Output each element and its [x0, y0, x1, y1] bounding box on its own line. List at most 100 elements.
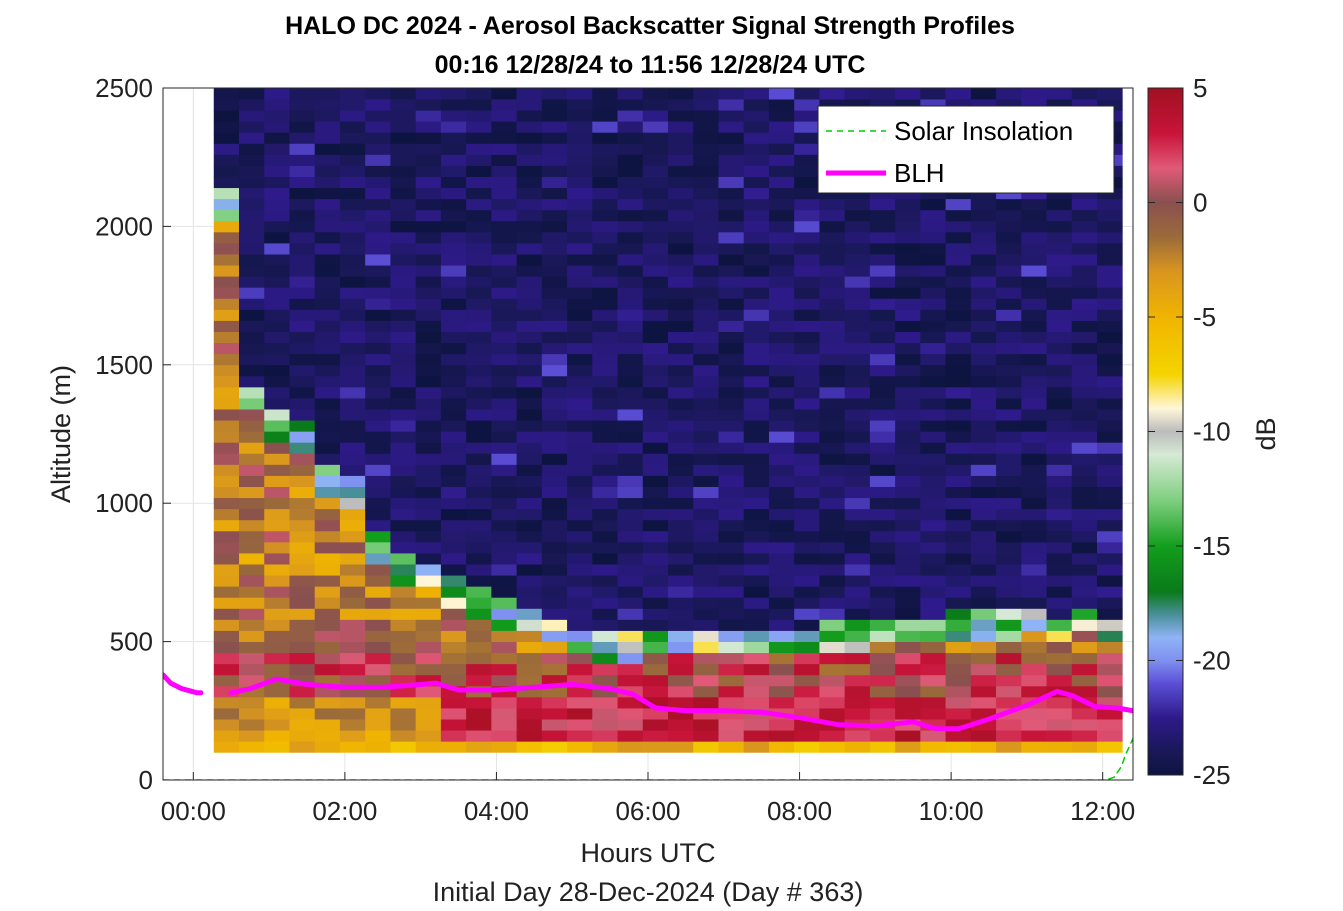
heatmap-cell	[289, 409, 316, 421]
heatmap-cell	[819, 630, 846, 642]
heatmap-cell	[869, 398, 896, 410]
heatmap-cell	[1046, 741, 1073, 753]
heatmap-cell	[1097, 254, 1123, 266]
heatmap-cell	[415, 730, 442, 742]
heatmap-cell	[844, 652, 871, 665]
heatmap-cell	[642, 209, 669, 222]
heatmap-cell	[1097, 719, 1123, 731]
heatmap-cell	[819, 331, 846, 344]
heatmap-cell	[314, 154, 341, 166]
heatmap-cell	[1021, 209, 1047, 222]
heatmap-cell	[239, 431, 265, 443]
heatmap-cell	[668, 564, 694, 576]
heatmap-cell	[516, 741, 543, 753]
heatmap-cell	[491, 497, 517, 510]
y-tick-label: 2500	[95, 73, 153, 103]
heatmap-cell	[794, 231, 820, 244]
heatmap-cell	[440, 154, 467, 166]
heatmap-cell	[693, 231, 719, 244]
heatmap-cell	[466, 209, 492, 222]
heatmap-cell	[996, 287, 1022, 299]
heatmap-cell	[541, 486, 568, 499]
heatmap-cell	[869, 475, 896, 487]
heatmap-cell	[768, 309, 795, 321]
chart-title: HALO DC 2024 - Aerosol Backscatter Signa…	[285, 12, 1015, 40]
heatmap-cell	[768, 442, 795, 454]
heatmap-cell	[668, 176, 694, 189]
heatmap-cell	[794, 431, 820, 443]
heatmap-cell	[239, 519, 265, 532]
heatmap-cell	[970, 730, 997, 742]
heatmap-cell	[289, 486, 316, 499]
heatmap-cell	[440, 298, 467, 310]
heatmap-cell	[970, 342, 997, 355]
heatmap-cell	[314, 309, 341, 321]
heatmap-cell	[289, 641, 316, 654]
heatmap-cell	[945, 586, 972, 598]
heatmap-cell	[491, 530, 517, 543]
heatmap-cell	[718, 110, 745, 122]
heatmap-cell	[895, 265, 921, 277]
heatmap-cell	[516, 220, 543, 233]
heatmap-cell	[339, 685, 366, 698]
heatmap-cell	[516, 132, 543, 144]
heatmap-cell	[516, 298, 543, 310]
heatmap-cell	[743, 254, 770, 266]
heatmap-cell	[541, 364, 568, 377]
heatmap-cell	[794, 730, 820, 742]
heatmap-cell	[718, 497, 745, 510]
heatmap-cell	[794, 630, 820, 642]
heatmap-cell	[819, 442, 846, 454]
heatmap-cell	[516, 508, 543, 521]
heatmap-cell	[440, 741, 467, 753]
heatmap-cell	[1021, 220, 1047, 233]
heatmap-cell	[718, 674, 745, 687]
colorbar-tick-label: -15	[1193, 531, 1231, 561]
heatmap-cell	[567, 708, 593, 720]
heatmap-cell	[339, 719, 366, 731]
heatmap-cell	[1046, 453, 1073, 465]
heatmap-cell	[415, 353, 442, 366]
heatmap-cell	[617, 741, 644, 753]
heatmap-cell	[693, 486, 719, 499]
heatmap-cell	[794, 176, 820, 189]
heatmap-cell	[466, 420, 492, 432]
heatmap-cell	[869, 508, 896, 521]
heatmap-cell	[617, 254, 644, 266]
heatmap-cell	[996, 575, 1022, 587]
heatmap-cell	[794, 663, 820, 676]
heatmap-cell	[339, 209, 366, 222]
heatmap-cell	[869, 276, 896, 288]
heatmap-cell	[819, 375, 846, 388]
heatmap-cell	[213, 708, 240, 720]
heatmap-cell	[289, 287, 316, 299]
heatmap-cell	[415, 154, 442, 166]
heatmap-cell	[390, 187, 417, 200]
heatmap-cell	[415, 553, 442, 565]
heatmap-cell	[1046, 497, 1073, 510]
heatmap-cell	[920, 486, 946, 499]
heatmap-cell	[466, 641, 492, 654]
heatmap-cell	[541, 608, 568, 620]
heatmap-cell	[516, 641, 543, 654]
heatmap-cell	[718, 741, 745, 753]
heatmap-cell	[466, 143, 492, 155]
heatmap-cell	[794, 209, 820, 222]
heatmap-cell	[415, 88, 442, 100]
heatmap-cell	[415, 530, 442, 543]
heatmap-cell	[314, 619, 341, 631]
y-tick-label: 500	[110, 627, 153, 657]
heatmap-cell	[945, 497, 972, 510]
heatmap-cell	[567, 641, 593, 654]
heatmap-cell	[1097, 99, 1123, 111]
heatmap-cell	[1046, 254, 1073, 266]
chart-subtitle: 00:16 12/28/24 to 11:56 12/28/24 UTC	[435, 51, 866, 79]
heatmap-cell	[768, 154, 795, 166]
y-tick-label: 0	[139, 765, 153, 795]
heatmap-cell	[339, 586, 366, 598]
heatmap-cell	[264, 209, 290, 222]
heatmap-cell	[1046, 265, 1073, 277]
heatmap-cell	[365, 320, 391, 332]
heatmap-cell	[768, 464, 795, 476]
